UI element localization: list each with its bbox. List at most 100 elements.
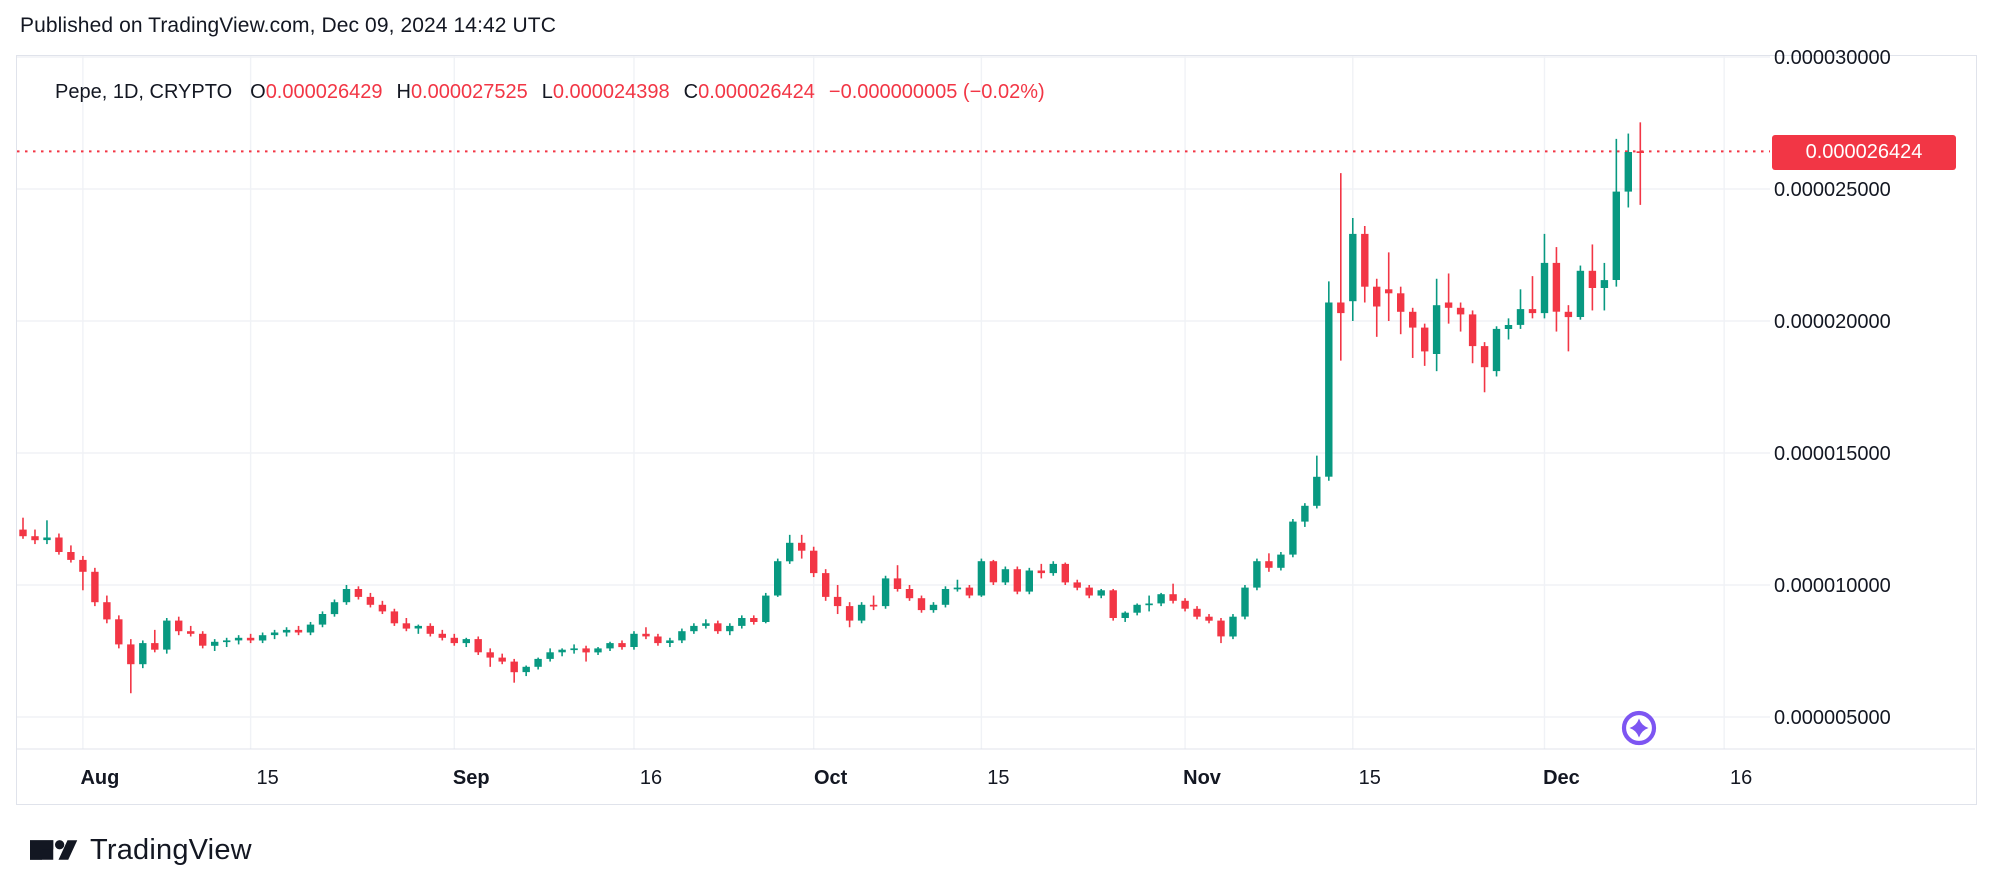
candle-body — [714, 623, 722, 632]
chart-legend: Pepe, 1D, CRYPTO O0.000026429 H0.000027525… — [55, 79, 1045, 105]
candle — [881, 575, 890, 609]
price-axis-label: 0.000005000 — [1774, 707, 1891, 729]
candle — [354, 586, 363, 600]
candle — [1337, 173, 1345, 361]
candle-body — [1552, 262, 1561, 312]
time-axis-label: 15 — [987, 767, 1010, 789]
candle-body — [390, 611, 399, 624]
candle — [1540, 233, 1549, 319]
candle-body — [606, 643, 614, 649]
candle — [1205, 614, 1213, 624]
candle — [1253, 558, 1261, 591]
candle — [270, 629, 279, 640]
candle — [1193, 606, 1201, 620]
candle-body — [917, 598, 926, 611]
candle-body — [1145, 603, 1153, 606]
candle — [810, 546, 818, 578]
last-price-badge: 0.000026424 — [1772, 134, 1956, 170]
candle-body — [1325, 302, 1333, 477]
candle — [294, 625, 303, 636]
candle — [738, 615, 746, 629]
candle-body — [558, 649, 566, 653]
candle-body — [546, 652, 554, 659]
candle — [654, 633, 662, 646]
candle — [127, 639, 135, 694]
candle-body — [654, 636, 662, 644]
candle — [1421, 323, 1429, 366]
candle — [91, 567, 99, 607]
candle-body — [103, 602, 111, 620]
candle-body — [1205, 616, 1213, 621]
candle-body — [690, 625, 698, 632]
candle — [462, 637, 470, 648]
candle-body — [1516, 309, 1525, 325]
candle — [1241, 585, 1249, 620]
candle-body — [582, 648, 590, 653]
price-chart[interactable] — [17, 56, 1975, 802]
candle-body — [1397, 293, 1405, 312]
candle-body — [31, 536, 39, 541]
candle — [1444, 273, 1453, 324]
candle-body — [1373, 286, 1381, 307]
candle-body — [79, 559, 87, 572]
candle — [965, 585, 974, 599]
candle-body — [1193, 608, 1201, 617]
candle — [1576, 265, 1585, 320]
time-axis-label: 15 — [1358, 767, 1381, 789]
candle-body — [594, 648, 602, 653]
candle-body — [1409, 311, 1417, 328]
candle-body — [762, 595, 770, 622]
candle-body — [67, 552, 75, 560]
candle-body — [1528, 309, 1537, 314]
candle-body — [1025, 570, 1033, 592]
candle — [1265, 553, 1273, 572]
candle-body — [630, 633, 638, 647]
candle — [187, 625, 195, 637]
time-axis-label: 16 — [639, 767, 663, 789]
candle — [199, 631, 207, 649]
tradingview-wordmark: TradingView — [90, 833, 252, 866]
time-axis-label: Dec — [1543, 767, 1580, 789]
candle — [702, 619, 710, 629]
symbol-title: Pepe, 1D, CRYPTO — [55, 81, 233, 103]
candle-body — [702, 623, 710, 626]
candle-body — [1301, 505, 1309, 522]
candle — [246, 633, 255, 644]
candle — [762, 592, 770, 624]
candle — [1277, 552, 1285, 571]
candle-body — [642, 633, 650, 637]
candle — [690, 623, 698, 634]
candle-body — [1624, 152, 1632, 192]
candle-body — [294, 629, 303, 633]
candle-body — [139, 643, 147, 665]
candle-body — [91, 571, 99, 603]
candle-body — [510, 661, 518, 673]
candle-body — [450, 637, 458, 644]
tradingview-logo-link[interactable]: TradingView — [30, 833, 252, 867]
time-axis-label: Nov — [1183, 767, 1221, 789]
candle — [139, 640, 147, 669]
candle — [151, 629, 159, 653]
candle — [798, 534, 806, 559]
candle — [1361, 225, 1369, 303]
candle — [1097, 588, 1105, 599]
candle-body — [905, 589, 914, 599]
ohlc-pair: H0.000027525 — [396, 81, 528, 103]
candle — [1325, 281, 1333, 481]
candle-body — [893, 578, 902, 589]
candle-body — [270, 632, 279, 636]
candle — [330, 599, 339, 617]
candle-body — [1313, 476, 1321, 506]
candle — [234, 635, 243, 645]
candle-body — [869, 604, 878, 607]
candle-body — [187, 631, 195, 634]
candle — [630, 631, 638, 650]
candle-body — [1181, 600, 1189, 609]
candle — [522, 665, 530, 677]
candle-body — [1097, 590, 1105, 596]
candle — [941, 586, 950, 608]
time-axis-label: Oct — [814, 767, 848, 789]
candle — [642, 627, 650, 640]
candle — [1480, 342, 1489, 393]
candle-body — [498, 657, 506, 662]
